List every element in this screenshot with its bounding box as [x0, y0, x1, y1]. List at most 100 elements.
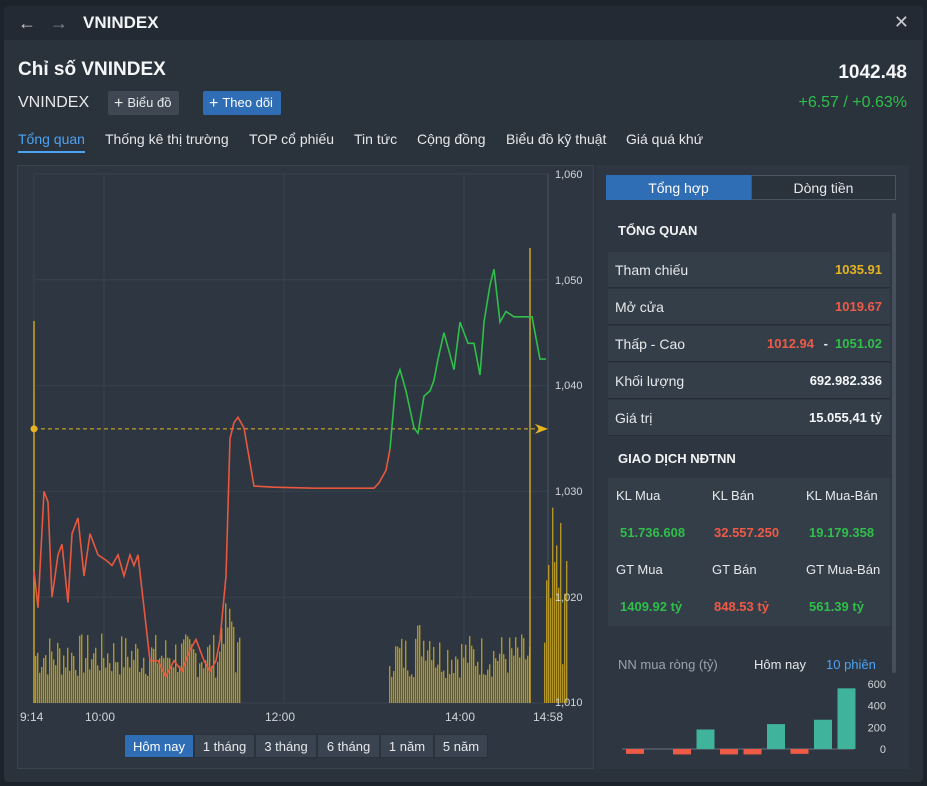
kl-sell-value: 32.557.250: [714, 525, 780, 540]
net-buy-title: NN mua ròng (tỷ): [618, 657, 718, 672]
volume-bar: [127, 656, 129, 703]
volume-bar: [501, 637, 503, 703]
range-1m-button[interactable]: 1 tháng: [194, 734, 255, 758]
nn-y-tick: 200: [868, 722, 886, 734]
volume-bar: [499, 653, 501, 703]
volume-bar: [489, 664, 491, 703]
volume-bar: [475, 665, 477, 703]
row-open: Mở cửa 1019.67: [608, 289, 890, 325]
volume-bar: [562, 664, 564, 703]
forward-arrow-icon[interactable]: →: [50, 13, 68, 33]
volume-bar: [207, 647, 209, 703]
gt-net-value: 561.39 tỷ: [809, 599, 864, 614]
y-tick: 1,030: [555, 486, 583, 498]
net-buy-today-tab[interactable]: Hôm nay: [754, 657, 807, 672]
window-title: VNINDEX: [83, 13, 159, 32]
range-5y-button[interactable]: 5 năm: [434, 734, 488, 758]
follow-button[interactable]: + Theo dõi: [203, 91, 281, 115]
net-buy-bar: [696, 729, 715, 749]
window: ← → VNINDEX ✕ Chỉ số VNINDEX 1042.48 VNI…: [4, 6, 923, 782]
volume-bar: [523, 638, 525, 703]
volume-bar: [137, 648, 139, 703]
volume-bar: [129, 667, 131, 703]
tab-top-stocks[interactable]: TOP cổ phiếu: [249, 131, 335, 147]
volume-bar: [219, 651, 221, 703]
volume-bar: [223, 643, 225, 703]
volume-bar: [95, 647, 97, 703]
volume-bar: [37, 652, 39, 703]
volume-bar: [39, 672, 41, 703]
y-tick: 1,010: [555, 697, 583, 709]
volume-bar: [41, 667, 43, 703]
follow-button-label: Theo dõi: [222, 95, 273, 110]
volume-bar: [433, 646, 435, 703]
nn-y-tick: 400: [868, 701, 886, 713]
tab-market-stats[interactable]: Thống kê thị trường: [105, 131, 229, 147]
back-arrow-icon[interactable]: ←: [18, 13, 36, 33]
volume-bar: [515, 637, 517, 703]
scrollbar[interactable]: [892, 213, 896, 673]
y-tick: 1,040: [555, 380, 583, 392]
volume-bar: [81, 634, 83, 703]
volume-bar: [469, 636, 471, 703]
gt-sell-value: 848.53 tỷ: [714, 599, 769, 614]
volume-bar: [413, 677, 415, 703]
volume-bar: [43, 658, 45, 703]
range-6m-button[interactable]: 6 tháng: [317, 734, 380, 758]
volume-bar: [117, 662, 119, 703]
x-tick: 9:14: [20, 710, 44, 724]
tab-summary[interactable]: Tổng hợp: [606, 175, 751, 200]
net-buy-bar: [720, 749, 738, 755]
volume-bar: [397, 646, 399, 703]
volume-bar: [525, 659, 527, 703]
summary-panel: Tổng hợp Dòng tiền TỔNG QUAN Tham chiếu …: [596, 165, 909, 769]
volume-bar: [471, 645, 473, 703]
net-buy-bar: [743, 749, 762, 755]
volume-bar: [73, 656, 75, 703]
chart-button[interactable]: + Biểu đồ: [108, 91, 180, 115]
title-bar: ← → VNINDEX ✕: [4, 6, 923, 40]
range-today-button[interactable]: Hôm nay: [124, 734, 194, 758]
volume-bar: [105, 667, 107, 703]
volume-bar: [139, 671, 141, 703]
range-3m-button[interactable]: 3 tháng: [255, 734, 317, 758]
volume-bar: [101, 633, 103, 703]
chart-panel[interactable]: 1,060 1,050 1,040 1,030 1,020 1,010 9:14…: [17, 165, 594, 769]
reference-dot: [30, 425, 38, 433]
volume-bar: [59, 648, 61, 703]
volume-bar: [231, 621, 233, 703]
volume-bar: [403, 667, 405, 703]
volume-bar: [197, 676, 199, 703]
net-buy-10-sessions-tab[interactable]: 10 phiên: [826, 657, 876, 672]
volume-bar: [407, 670, 409, 703]
volume-bar: [57, 642, 59, 703]
tab-community[interactable]: Cộng đồng: [417, 131, 486, 147]
volume-bar: [558, 587, 560, 703]
intraday-chart[interactable]: [18, 166, 595, 770]
volume-bar: [233, 626, 235, 703]
tab-technical-chart[interactable]: Biểu đồ kỹ thuật: [506, 131, 607, 147]
volume-bar: [79, 635, 81, 703]
tab-price-history[interactable]: Giá quá khứ: [626, 131, 704, 147]
net-buy-bar: [626, 749, 644, 754]
volume-bar: [67, 647, 69, 703]
volume-bar: [405, 640, 407, 703]
y-tick: 1,020: [555, 592, 583, 604]
tab-money-flow[interactable]: Dòng tiền: [751, 175, 896, 200]
volume-bar: [507, 672, 509, 703]
volume-bar: [173, 667, 175, 703]
volume-bar: [107, 653, 109, 703]
tab-news[interactable]: Tin tức: [354, 131, 398, 147]
volume-bar: [203, 668, 205, 703]
range-1y-button[interactable]: 1 năm: [380, 734, 434, 758]
reference-arrow: [535, 423, 548, 434]
kl-net-value: 19.179.358: [809, 525, 875, 540]
volume-bar: [453, 673, 455, 703]
tab-overview[interactable]: Tổng quan: [18, 131, 85, 153]
x-tick: 12:00: [265, 710, 296, 724]
gt-header-row: GT Mua GT Bán GT Mua-Bán: [608, 552, 890, 589]
nn-y-tick: 600: [868, 679, 886, 691]
close-icon[interactable]: ✕: [893, 12, 909, 32]
volume-bar: [209, 644, 211, 703]
volume-bar: [556, 545, 558, 703]
